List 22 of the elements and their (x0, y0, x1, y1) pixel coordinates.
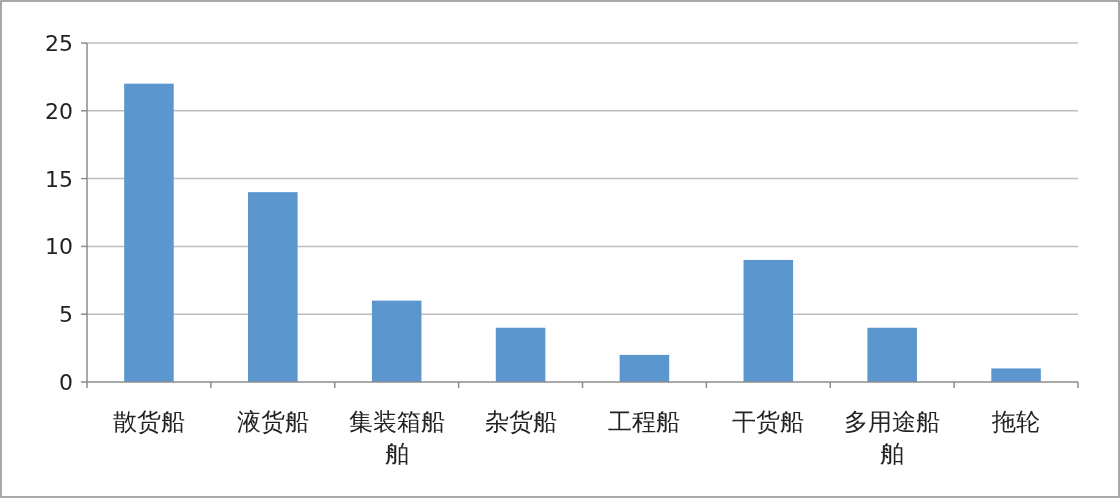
bar (124, 83, 174, 382)
bar (991, 368, 1041, 382)
y-tick-label: 5 (59, 302, 73, 328)
bar (619, 354, 670, 382)
x-tick-label: 散货船 (112, 408, 185, 436)
x-tick-label: 杂货船 (484, 408, 557, 436)
bar (867, 327, 917, 382)
bar (248, 192, 298, 382)
bar (743, 259, 794, 382)
x-tick-label: 集装箱船舶 (348, 408, 445, 468)
x-tick-label: 工程船 (608, 408, 681, 436)
y-tick-label: 10 (45, 234, 73, 260)
bar (495, 327, 546, 382)
y-tick-label: 0 (59, 370, 73, 395)
x-tick-label: 拖轮 (991, 408, 1041, 436)
x-tick-label: 液货船 (236, 408, 309, 436)
x-tick-label: 干货船 (732, 408, 805, 436)
bar (371, 300, 422, 382)
y-tick-label: 25 (45, 31, 73, 56)
y-tick-label: 15 (45, 166, 73, 192)
y-tick-label: 20 (45, 98, 73, 124)
x-tick-label: 多用途船舶 (844, 408, 941, 468)
